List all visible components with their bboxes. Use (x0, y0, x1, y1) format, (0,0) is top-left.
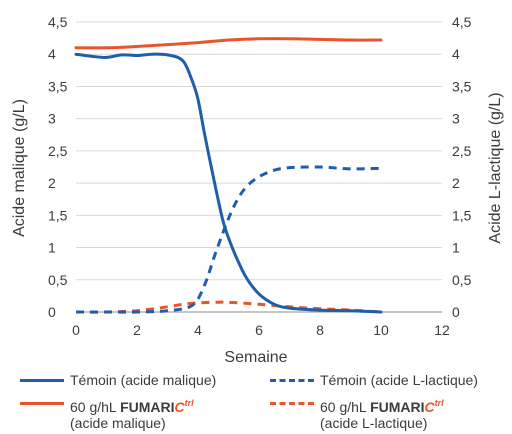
series-line-temoin-malique (74, 52, 383, 314)
legend-label: Témoin (acide L-lactique) (320, 372, 478, 388)
legend-item-fumarictrl-malique: 60 g/hL FUMARICtrl (acide malique) (20, 394, 250, 434)
y-tick-label-right: 4,5 (452, 14, 472, 30)
series-lines (74, 37, 383, 314)
series-line-temoin-lactique (75, 165, 382, 314)
x-tick-label: 8 (316, 322, 324, 338)
legend-swatch-blue-dashed (270, 379, 314, 382)
y-tick-label-right: 0 (452, 304, 460, 320)
y-tick-label-left: 1 (48, 240, 56, 256)
legend-label-line2: (acide malique) (70, 415, 166, 431)
y-tick-label-right: 0,5 (452, 272, 472, 288)
y-tick-label-left: 4,5 (48, 14, 68, 30)
y-tick-label-right: 3 (452, 111, 460, 127)
x-tick-label: 12 (434, 322, 450, 338)
y-tick-label-right: 2,5 (452, 143, 472, 159)
y-tick-label-right: 4 (452, 46, 460, 62)
legend-label: 60 g/hL FUMARICtrl (70, 398, 194, 415)
y-tick-label-right: 1,5 (452, 207, 472, 223)
legend-item-temoin-lactique: Témoin (acide L-lactique) (270, 371, 510, 391)
x-tick-labels: 0 2 4 6 8 10 12 (72, 322, 450, 338)
x-tick-label: 2 (133, 322, 141, 338)
right-y-tick-labels: 0 0,5 1 1,5 2 2,5 3 3,5 4 4,5 (452, 14, 472, 320)
y-tick-label-left: 2 (48, 175, 56, 191)
x-tick-label: 6 (255, 322, 263, 338)
y-tick-label-left: 1,5 (48, 207, 68, 223)
legend-label-line2: (acide L-lactique) (320, 415, 428, 431)
x-tick-label: 0 (72, 322, 80, 338)
y-tick-label-right: 1 (452, 240, 460, 256)
left-y-tick-labels: 0 0,5 1 1,5 2 2,5 3 3,5 4 4,5 (48, 14, 68, 320)
x-tick-label: 4 (194, 322, 202, 338)
legend-swatch-orange-dashed (270, 402, 314, 405)
y-tick-label-left: 3 (48, 111, 56, 127)
legend-swatch-blue-solid (20, 379, 64, 382)
legend-label: Témoin (acide malique) (70, 372, 217, 388)
y-tick-label-left: 3,5 (48, 78, 68, 94)
right-y-axis-title: Acide L-lactique (g/L) (487, 92, 504, 243)
y-tick-label-left: 4 (48, 46, 56, 62)
y-tick-label-right: 2 (452, 175, 460, 191)
x-axis-title: Semaine (224, 349, 287, 366)
brand-name: FUMARICtrl (120, 398, 194, 415)
legend-label: 60 g/hL FUMARICtrl (320, 398, 444, 415)
y-tick-label-left: 0,5 (48, 272, 68, 288)
y-tick-label-left: 0 (48, 304, 56, 320)
y-tick-label-left: 2,5 (48, 143, 68, 159)
legend-item-temoin-malique: Témoin (acide malique) (20, 371, 240, 391)
legend-swatch-orange-solid (20, 402, 64, 405)
legend-item-fumarictrl-lactique: 60 g/hL FUMARICtrl (acide L-lactique) (270, 394, 510, 434)
series-line-fumarictrl-malique (74, 37, 383, 50)
y-tick-label-right: 3,5 (452, 78, 472, 94)
grid-lines (76, 21, 442, 313)
x-tick-label: 10 (373, 322, 389, 338)
brand-name: FUMARICtrl (370, 398, 444, 415)
left-y-axis-title: Acide malique (g/L) (11, 99, 28, 237)
